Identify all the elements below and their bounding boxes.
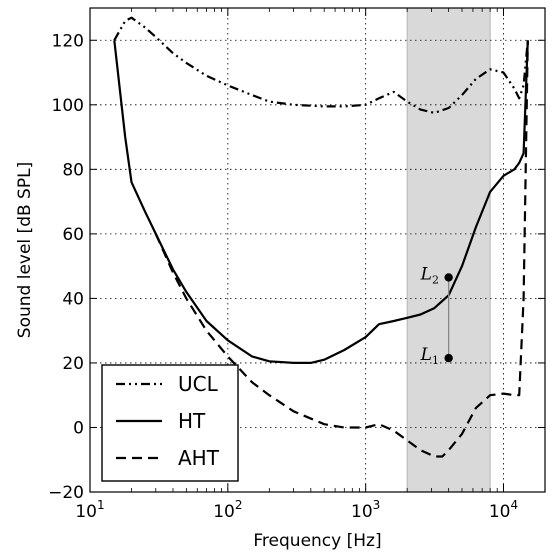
y-tick-label: −20: [48, 483, 84, 503]
legend-label-aht: AHT: [178, 446, 220, 470]
shaded-band: [406, 7, 491, 493]
y-tick-label: 100: [52, 96, 84, 116]
x-axis-label: Frequency [Hz]: [253, 531, 381, 551]
series-layer: [113, 16, 529, 458]
y-axis-label: Sound level [dB SPL]: [15, 162, 35, 338]
shaded-band-layer: [406, 7, 491, 493]
y-tick-label: 0: [73, 418, 84, 438]
legend-label-ht: HT: [178, 409, 206, 433]
y-tick-label: 20: [62, 354, 84, 374]
y-tick-label: 80: [62, 160, 84, 180]
annotation-point-l2: [444, 273, 453, 282]
y-tick-label: 120: [52, 31, 84, 51]
y-tick-label: 40: [62, 289, 84, 309]
annotation-point-l1: [444, 353, 453, 363]
series-line-ucl: [113, 16, 529, 115]
series-line-aht: [154, 40, 529, 458]
legend-label-ucl: UCL: [178, 372, 219, 396]
plot-frame: [89, 7, 546, 493]
legend: UCL HT AHT: [101, 364, 239, 482]
y-tick-label: 60: [62, 225, 84, 245]
